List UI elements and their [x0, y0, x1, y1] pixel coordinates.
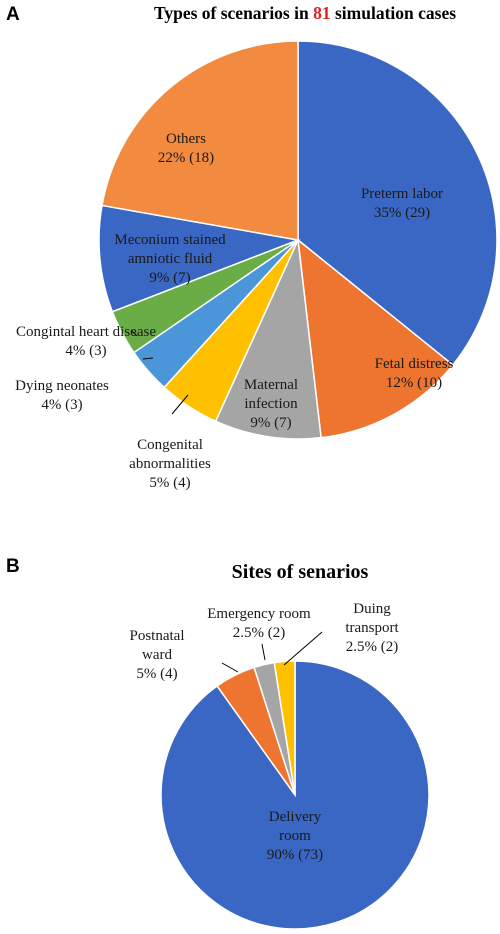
- chart-b-label-line: 90% (73): [267, 847, 323, 863]
- chart-b-label-line: Duing: [353, 601, 391, 617]
- chart-a-slice-maternal-infection: [214, 237, 322, 440]
- chart-b-leader-line: [261, 643, 266, 661]
- chart-b-label-line: 5% (4): [136, 666, 177, 682]
- chart-a-label-line: 5% (4): [149, 475, 190, 491]
- chart-a-label-line: 22% (18): [158, 150, 214, 166]
- chart-b-label-line: Delivery: [269, 809, 322, 825]
- chart-a-label-line: infection: [244, 396, 298, 412]
- chart-a-label-line: Meconium stained: [114, 232, 226, 248]
- chart-b-label-duing-transport: Duing transport 2.5% (2): [345, 601, 399, 655]
- chart-a-label-congintal-heart-disease: Congintal heart disease 4% (3): [16, 324, 156, 359]
- chart-a-label-line: 9% (7): [149, 270, 190, 286]
- chart-a-label-line: Others: [166, 131, 206, 147]
- chart-b-label-emergency-room: Emergency room 2.5% (2): [207, 606, 311, 641]
- chart-b-title: Sites of senarios: [232, 561, 369, 583]
- chart-b-label-line: 2.5% (2): [346, 639, 399, 655]
- chart-a-label-line: abnormalities: [129, 456, 211, 472]
- chart-a-leader-line: [130, 329, 138, 337]
- chart-a-label-line: 4% (3): [41, 397, 82, 413]
- chart-a-label-others: Others 22% (18): [158, 131, 214, 166]
- chart-a-label-line: 12% (10): [386, 375, 442, 391]
- chart-b-label-line: ward: [142, 647, 172, 663]
- chart-a-leader-line: [142, 357, 154, 360]
- chart-b-label-line: Postnatal: [130, 628, 185, 644]
- chart-a-title-highlight: 81: [313, 3, 331, 23]
- pie-chart-scenario-types: Preterm labor 35% (29) Fetal distress 12% (…: [15, 40, 498, 491]
- chart-a-title-pre: Types of scenarios in: [154, 3, 313, 23]
- chart-a-slice-others: [101, 40, 299, 241]
- chart-b-label-line: room: [279, 828, 311, 844]
- chart-a-label-line: 9% (7): [250, 415, 291, 431]
- chart-b-leader-line: [283, 631, 323, 666]
- chart-b-label-line: Emergency room: [207, 606, 311, 622]
- chart-a-label-line: Fetal distress: [375, 356, 454, 372]
- chart-b-label-line: transport: [345, 620, 399, 636]
- chart-a-label-meconium-stained-amniotic-fluid: Meconium stained amniotic fluid 9% (7): [114, 232, 226, 286]
- chart-a-leader-line: [171, 394, 189, 415]
- chart-b-slice-duing-transport: [273, 660, 296, 796]
- chart-a-label-dying-neonates: Dying neonates 4% (3): [15, 378, 109, 413]
- chart-b-leader-line: [221, 662, 239, 673]
- chart-a-label-congenital-abnormalities: Congenital abnormalities 5% (4): [129, 437, 211, 491]
- chart-a-label-line: Maternal: [244, 377, 298, 393]
- chart-a-slice-fetal-distress: [297, 238, 454, 439]
- chart-a-title-post: simulation cases: [331, 3, 457, 23]
- chart-b-label-delivery-room: Delivery room 90% (73): [267, 809, 323, 863]
- chart-b-label-postnatal-ward: Postnatal ward 5% (4): [130, 628, 185, 682]
- pie-chart-sites: Delivery room 90% (73) Postnatal ward 5% (4) E…: [130, 601, 430, 930]
- chart-b-label-line: 2.5% (2): [233, 625, 286, 641]
- chart-a-label-line: Congintal heart disease: [16, 324, 156, 340]
- chart-a-label-line: 35% (29): [374, 205, 430, 221]
- chart-a-label-fetal-distress: Fetal distress 12% (10): [375, 356, 454, 391]
- chart-a-slice-meconium-stained-amniotic-fluid: [98, 204, 301, 313]
- chart-a-label-line: Dying neonates: [15, 378, 109, 394]
- chart-a-label-preterm-labor: Preterm labor 35% (29): [361, 186, 443, 221]
- chart-a-label-line: amniotic fluid: [128, 251, 213, 267]
- chart-a-slice-preterm-labor: [297, 40, 498, 366]
- chart-a-label-line: Preterm labor: [361, 186, 443, 202]
- chart-a-title: Types of scenarios in 81 simulation case…: [154, 3, 456, 23]
- chart-a-label-line: Congenital: [137, 437, 203, 453]
- chart-a-label-line: 4% (3): [65, 343, 106, 359]
- panel-a-letter: A: [6, 4, 20, 25]
- panel-b-letter: B: [6, 556, 20, 577]
- chart-a-label-maternal-infection: Maternal infection 9% (7): [244, 377, 298, 431]
